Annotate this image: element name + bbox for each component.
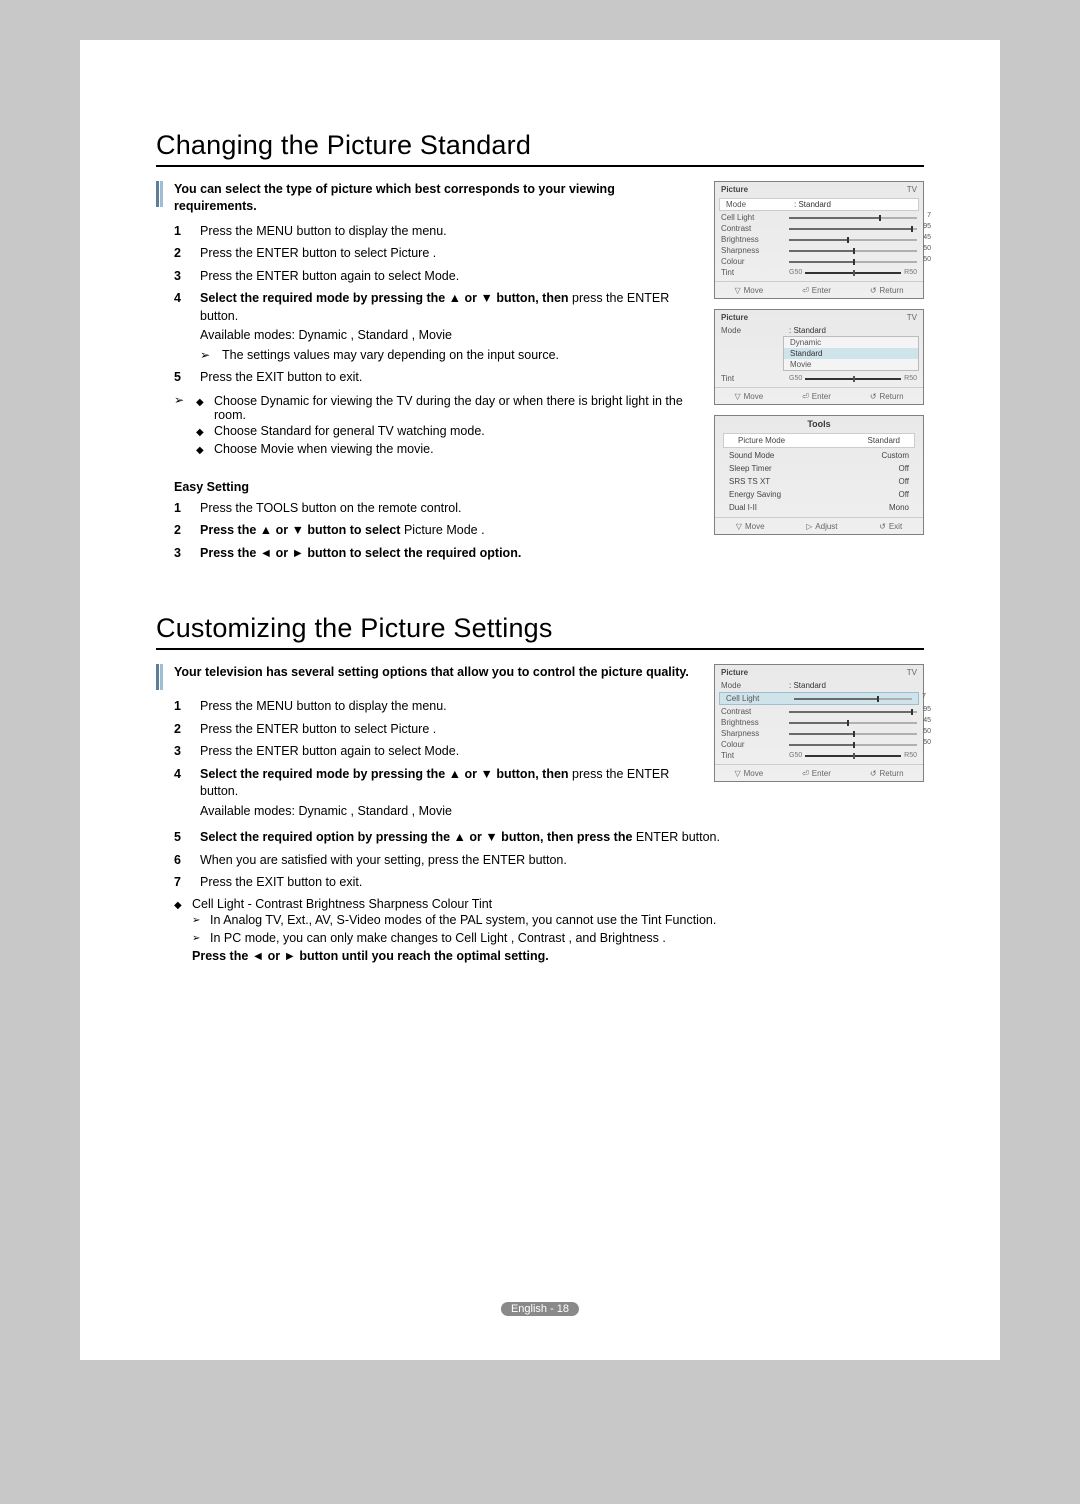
section1-panels: PictureTV Mode: Standard Cell Light7Cont… [714,181,924,567]
osd-slider-row: Colour50 [715,256,923,267]
ornament-bar [156,181,166,207]
section2-steps-b: 5Select the required option by pressing … [174,829,924,892]
section2-intro: Your television has several setting opti… [174,664,689,681]
section2-panels: PictureTV Mode: Standard Cell Light7 Con… [714,664,924,825]
tools-row: Sleep TimerOff [715,462,923,475]
osd-slider-row: Brightness45 [715,717,923,728]
section2-title: Customizing the Picture Settings [156,613,924,650]
easy-steps: 1Press the TOOLS button on the remote co… [174,500,696,563]
section1-intro: You can select the type of picture which… [174,181,696,215]
ornament-bar [156,664,166,690]
osd-slider-row: Colour50 [715,739,923,750]
section1-text: You can select the type of picture which… [156,181,696,567]
osd-slider-row: Contrast95 [715,223,923,234]
manual-page: Changing the Picture Standard You can se… [80,40,1000,1360]
osd-picture-panel-a: PictureTV Mode: Standard Cell Light7Cont… [714,181,924,299]
tools-row: Dual I-IIMono [715,501,923,514]
section2-text: Your television has several setting opti… [156,664,696,825]
osd-picture-panel-c: PictureTV Mode: Standard Cell Light7 Con… [714,664,924,782]
osd-slider-row: Cell Light7 [715,212,923,223]
tools-row: SRS TS XTOff [715,475,923,488]
osd-slider-row: Contrast95 [715,706,923,717]
osd-slider-row: Sharpness50 [715,245,923,256]
easy-setting-heading: Easy Setting [174,480,696,494]
osd-picture-panel-b: PictureTV Mode: Standard Dynamic Standar… [714,309,924,405]
osd-tools-panel: Tools Picture ModeStandardSound ModeCust… [714,415,924,535]
section1-steps: 1Press the MENU button to display the me… [174,223,696,387]
tools-row: Sound ModeCustom [715,449,923,462]
osd-slider-row: Sharpness50 [715,728,923,739]
section1-title: Changing the Picture Standard [156,130,924,167]
osd-slider-row: Brightness45 [715,234,923,245]
tools-row: Picture ModeStandard [723,433,915,448]
page-footer: English - 18 [501,1302,579,1316]
section2-steps: 1Press the MENU button to display the me… [174,698,696,820]
tools-row: Energy SavingOff [715,488,923,501]
